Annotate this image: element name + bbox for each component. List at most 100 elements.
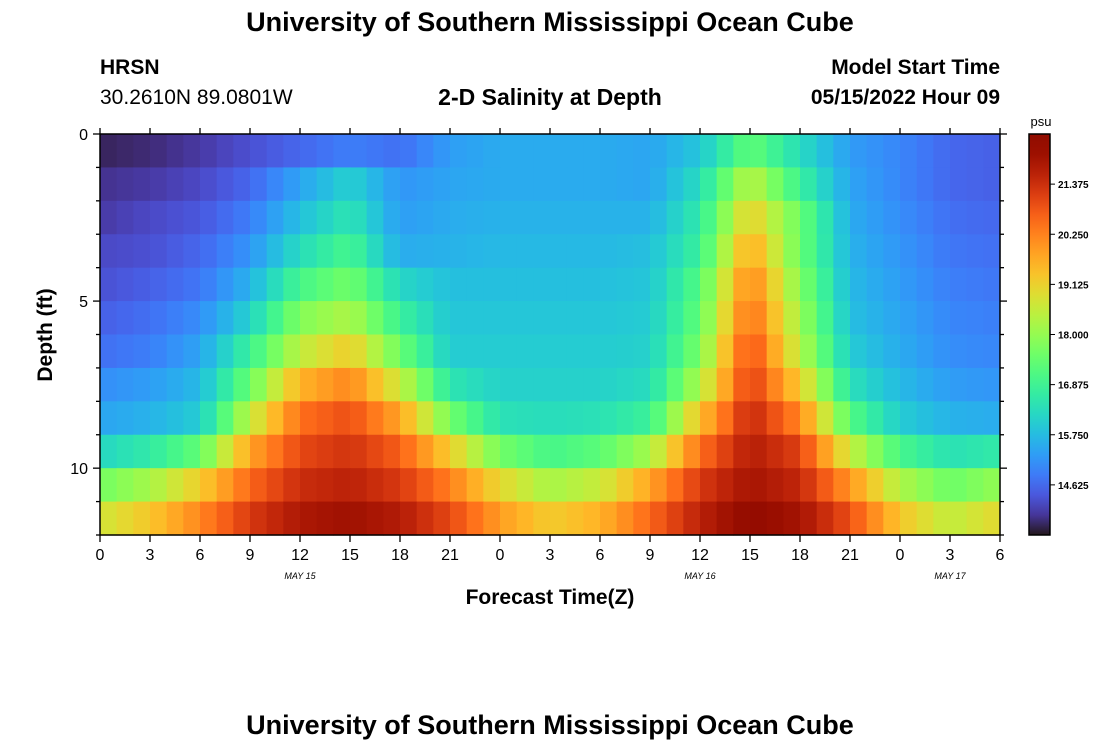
heatmap-cell (883, 234, 901, 269)
heatmap-cell (766, 401, 784, 436)
heatmap-cell (666, 434, 684, 469)
heatmap-cell (916, 401, 934, 436)
x-tick-label: 21 (441, 547, 459, 564)
heatmap-cell (866, 468, 884, 503)
heatmap-cell (433, 301, 451, 336)
heatmap-cell (666, 301, 684, 336)
heatmap-cell (516, 367, 534, 402)
model-start-value: 05/15/2022 Hour 09 (810, 86, 1000, 109)
heatmap-cell (983, 501, 1001, 536)
heatmap-cell (733, 434, 751, 469)
heatmap-cell (950, 200, 968, 235)
x-tick-label: 3 (946, 547, 955, 564)
heatmap-cell (766, 434, 784, 469)
heatmap-cell (900, 367, 918, 402)
heatmap-cell (966, 468, 984, 503)
heatmap-cell (216, 167, 234, 202)
heatmap-cell (900, 134, 918, 169)
x-tick-label: 12 (691, 547, 709, 564)
heatmap-cell (800, 367, 818, 402)
heatmap-cell (783, 501, 801, 536)
colorbar-tick-label: 20.250 (1058, 230, 1089, 241)
heatmap-cell (833, 267, 851, 302)
heatmap-cell (166, 234, 184, 269)
heatmap-cell (700, 134, 718, 169)
heatmap-cell (100, 234, 118, 269)
x-tick-label: 12 (291, 547, 309, 564)
heatmap-cell (683, 334, 701, 369)
heatmap-cell (366, 134, 384, 169)
heatmap-cell (916, 468, 934, 503)
heatmap-cell (866, 134, 884, 169)
heatmap-cell (166, 501, 184, 536)
heatmap-cell (583, 200, 601, 235)
heatmap-cell (750, 234, 768, 269)
heatmap-cell (666, 367, 684, 402)
heatmap-cell (666, 401, 684, 436)
heatmap-cell (316, 234, 334, 269)
heatmap-cell (366, 301, 384, 336)
heatmap-cell (450, 334, 468, 369)
heatmap-cell (816, 367, 834, 402)
heatmap-cell (483, 501, 501, 536)
heatmap-cell (900, 267, 918, 302)
heatmap-cell (350, 234, 368, 269)
heatmap-cell (283, 401, 301, 436)
heatmap-cell (683, 367, 701, 402)
heatmap-cell (566, 434, 584, 469)
heatmap-cell (533, 200, 551, 235)
heatmap-cell (533, 468, 551, 503)
heatmap-cell (300, 267, 318, 302)
heatmap-cell (600, 267, 618, 302)
heatmap-cell (666, 501, 684, 536)
heatmap-cell (566, 134, 584, 169)
heatmap-cell (683, 301, 701, 336)
heatmap-cell (133, 167, 151, 202)
heatmap-cell (650, 267, 668, 302)
heatmap-cell (616, 234, 634, 269)
heatmap-cell (366, 234, 384, 269)
heatmap-cell (200, 501, 218, 536)
heatmap-cell (750, 334, 768, 369)
heatmap-cell (600, 434, 618, 469)
heatmap-cell (600, 200, 618, 235)
heatmap-cell (250, 501, 268, 536)
heatmap-cell (400, 167, 418, 202)
heatmap-cell (583, 234, 601, 269)
heatmap-cell (900, 301, 918, 336)
heatmap-cell (350, 267, 368, 302)
heatmap-cell (733, 401, 751, 436)
heatmap-cell (583, 267, 601, 302)
heatmap-cell (433, 334, 451, 369)
heatmap-cell (850, 167, 868, 202)
heatmap-cell (600, 167, 618, 202)
heatmap-cell (433, 267, 451, 302)
heatmap-cell (550, 334, 568, 369)
heatmap-cell (533, 167, 551, 202)
heatmap-cell (633, 234, 651, 269)
x-tick-label: 6 (196, 547, 205, 564)
heatmap-cell (183, 501, 201, 536)
heatmap-cell (333, 301, 351, 336)
heatmap-cell (950, 267, 968, 302)
heatmap-cell (883, 334, 901, 369)
heatmap-cell (833, 234, 851, 269)
heatmap-cell (350, 501, 368, 536)
heatmap-cell (166, 301, 184, 336)
x-tick-label: 9 (246, 547, 255, 564)
heatmap-cell (366, 167, 384, 202)
heatmap-cell (766, 267, 784, 302)
heatmap-cell (166, 468, 184, 503)
heatmap-cell (933, 200, 951, 235)
heatmap-cell (866, 367, 884, 402)
heatmap-cell (600, 401, 618, 436)
heatmap-cell (850, 401, 868, 436)
heatmap-cell (400, 468, 418, 503)
heatmap-cell (533, 134, 551, 169)
heatmap-cell (500, 267, 518, 302)
heatmap-cell (483, 367, 501, 402)
heatmap-cell (883, 200, 901, 235)
heatmap-cell (900, 434, 918, 469)
heatmap-cell (250, 301, 268, 336)
heatmap-cell (300, 434, 318, 469)
